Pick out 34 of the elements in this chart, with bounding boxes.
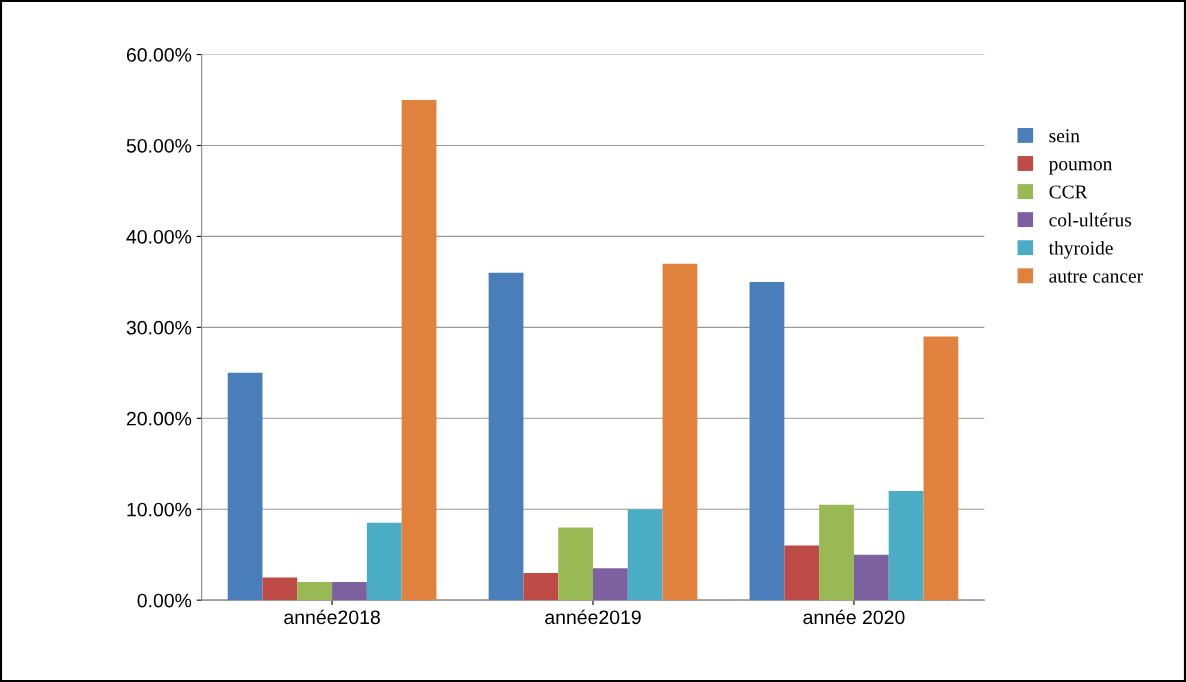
- y-tick-label: 40.00%: [126, 229, 192, 244]
- y-tick-label: 10.00%: [127, 502, 192, 517]
- bar: [627, 509, 663, 601]
- bar: [332, 581, 367, 601]
- bar: [523, 572, 559, 601]
- y-tick-label: 30.00%: [126, 320, 192, 335]
- legend-label: col-ultérus: [1049, 212, 1132, 227]
- legend-label: autre cancer: [1049, 271, 1143, 283]
- bar: [784, 545, 820, 601]
- y-tick-label: 20.00%: [126, 411, 192, 426]
- bar: [593, 568, 628, 601]
- bar: [923, 336, 959, 601]
- legend-label: poumon: [1048, 161, 1113, 175]
- bar: [662, 263, 698, 601]
- x-tick-label: année 2020: [803, 609, 905, 625]
- bar: [488, 272, 524, 601]
- bar: [558, 527, 593, 601]
- bar: [888, 491, 924, 601]
- legend-label: sein: [1049, 129, 1080, 143]
- bar: [366, 522, 402, 601]
- bar: [297, 581, 333, 601]
- y-tick-label: 50.00%: [126, 138, 192, 153]
- bar: [401, 100, 437, 601]
- legend-label: CCR: [1049, 185, 1088, 199]
- bar: [262, 577, 298, 601]
- x-tick-label: année2018: [284, 609, 380, 625]
- x-tick-label: année2019: [545, 609, 641, 625]
- y-tick-label: 0.00%: [137, 593, 192, 608]
- bar: [749, 281, 785, 601]
- bar: [819, 504, 854, 601]
- legend-label: thyroide: [1048, 240, 1113, 259]
- bar: [227, 372, 263, 601]
- bar: [853, 554, 889, 601]
- y-tick-label: 60.00%: [126, 48, 192, 62]
